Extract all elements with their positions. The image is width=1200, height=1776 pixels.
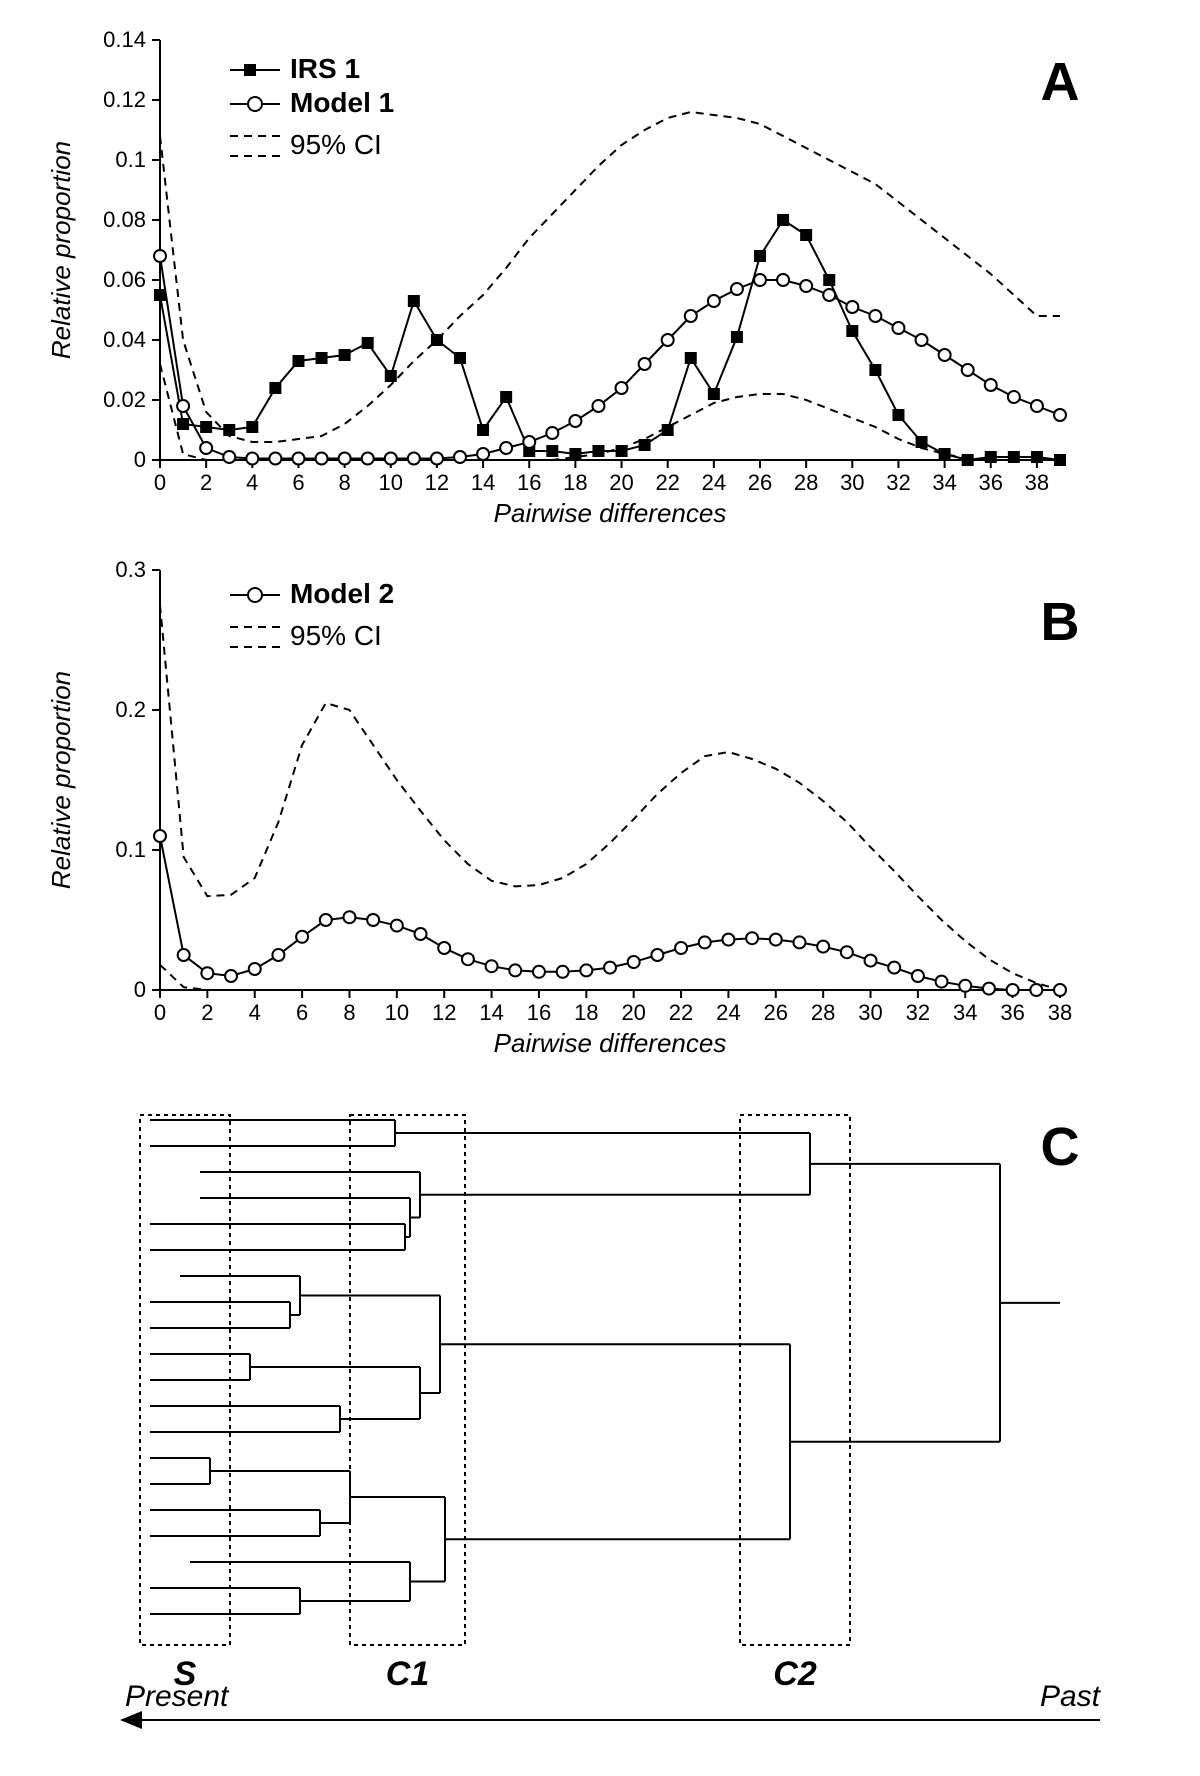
svg-text:95% CI: 95% CI	[290, 620, 382, 651]
svg-text:0: 0	[134, 447, 146, 472]
svg-text:36: 36	[1000, 1000, 1024, 1025]
svg-text:0.2: 0.2	[115, 697, 146, 722]
svg-text:4: 4	[249, 1000, 261, 1025]
svg-text:16: 16	[527, 1000, 551, 1025]
svg-text:Past: Past	[1040, 1680, 1102, 1713]
svg-text:14: 14	[479, 1000, 503, 1025]
svg-text:30: 30	[840, 470, 864, 495]
svg-text:0.06: 0.06	[103, 267, 146, 292]
figure-svg: 0246810121416182022242628303234363800.02…	[0, 0, 1200, 1771]
svg-text:0.04: 0.04	[103, 327, 146, 352]
svg-text:32: 32	[906, 1000, 930, 1025]
svg-text:A: A	[1041, 52, 1080, 112]
svg-text:6: 6	[292, 470, 304, 495]
svg-text:C: C	[1041, 1117, 1080, 1177]
svg-text:95% CI: 95% CI	[290, 129, 382, 160]
svg-text:0: 0	[154, 1000, 166, 1025]
svg-text:IRS 1: IRS 1	[290, 53, 360, 84]
svg-text:0.12: 0.12	[103, 87, 146, 112]
svg-text:24: 24	[702, 470, 726, 495]
svg-text:18: 18	[574, 1000, 598, 1025]
svg-text:Present: Present	[125, 1680, 230, 1713]
svg-text:B: B	[1041, 592, 1080, 652]
svg-text:C2: C2	[773, 1655, 817, 1693]
svg-text:2: 2	[201, 1000, 213, 1025]
svg-text:0: 0	[134, 977, 146, 1002]
svg-text:34: 34	[932, 470, 956, 495]
svg-text:38: 38	[1025, 470, 1049, 495]
svg-text:8: 8	[338, 470, 350, 495]
svg-text:0: 0	[154, 470, 166, 495]
svg-text:Relative proportion: Relative proportion	[46, 141, 76, 359]
svg-text:Relative proportion: Relative proportion	[46, 671, 76, 889]
svg-text:0.1: 0.1	[115, 837, 146, 862]
svg-text:0.02: 0.02	[103, 387, 146, 412]
svg-text:30: 30	[858, 1000, 882, 1025]
svg-text:12: 12	[425, 470, 449, 495]
svg-text:4: 4	[246, 470, 258, 495]
svg-text:0.3: 0.3	[115, 557, 146, 582]
svg-text:22: 22	[669, 1000, 693, 1025]
svg-text:6: 6	[296, 1000, 308, 1025]
svg-text:34: 34	[953, 1000, 977, 1025]
svg-text:C1: C1	[386, 1655, 429, 1693]
svg-text:2: 2	[200, 470, 212, 495]
svg-text:0.1: 0.1	[115, 147, 146, 172]
svg-text:32: 32	[886, 470, 910, 495]
svg-text:22: 22	[655, 470, 679, 495]
svg-text:8: 8	[343, 1000, 355, 1025]
svg-text:14: 14	[471, 470, 495, 495]
svg-text:28: 28	[794, 470, 818, 495]
svg-text:16: 16	[517, 470, 541, 495]
svg-text:26: 26	[764, 1000, 788, 1025]
svg-text:20: 20	[609, 470, 633, 495]
svg-text:38: 38	[1048, 1000, 1072, 1025]
svg-text:0.08: 0.08	[103, 207, 146, 232]
svg-text:18: 18	[563, 470, 587, 495]
svg-text:Pairwise differences: Pairwise differences	[494, 1028, 727, 1058]
svg-text:20: 20	[621, 1000, 645, 1025]
svg-text:28: 28	[811, 1000, 835, 1025]
svg-text:24: 24	[716, 1000, 740, 1025]
svg-text:Model 1: Model 1	[290, 87, 394, 118]
svg-text:36: 36	[979, 470, 1003, 495]
svg-text:10: 10	[379, 470, 403, 495]
svg-text:Model 2: Model 2	[290, 578, 394, 609]
svg-text:26: 26	[748, 470, 772, 495]
svg-text:10: 10	[385, 1000, 409, 1025]
svg-text:Pairwise differences: Pairwise differences	[494, 498, 727, 528]
svg-text:0.14: 0.14	[103, 27, 146, 52]
svg-text:12: 12	[432, 1000, 456, 1025]
